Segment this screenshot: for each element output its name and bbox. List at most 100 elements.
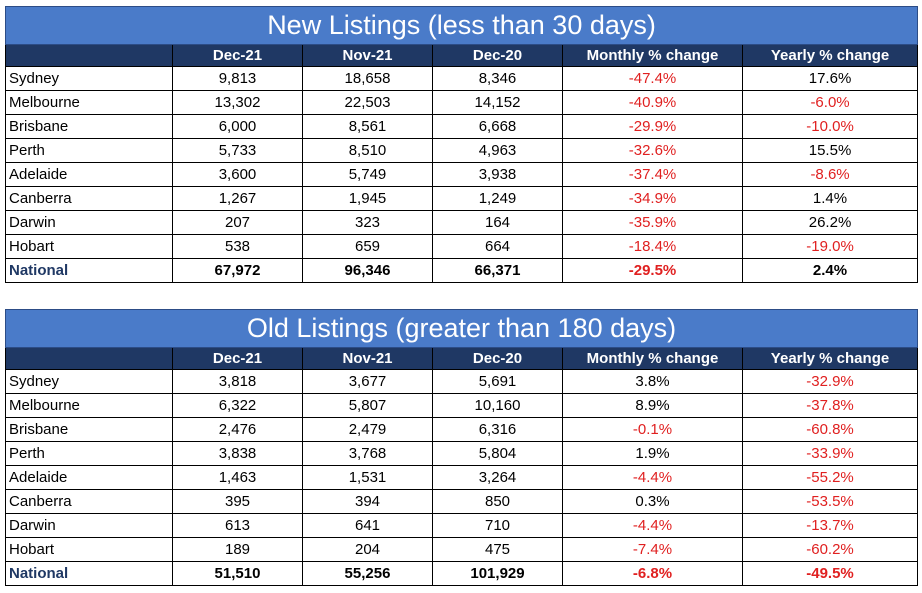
value-cell: -6.8%	[562, 561, 743, 586]
value-cell: 6,322	[172, 393, 303, 418]
city-name-cell: National	[5, 561, 173, 586]
value-cell: 395	[172, 489, 303, 514]
value-cell: 207	[172, 210, 303, 235]
value-cell: 0.3%	[562, 489, 743, 514]
value-cell: 55,256	[302, 561, 433, 586]
old-listings-table: Old Listings (greater than 180 days) Dec-…	[4, 309, 919, 586]
value-cell: 5,749	[302, 162, 433, 187]
value-cell: -60.8%	[741, 417, 919, 442]
column-header: Monthly % change	[562, 44, 743, 67]
value-cell: -4.4%	[562, 465, 743, 490]
value-cell: 10,160	[432, 393, 563, 418]
table-row: Brisbane 6,000 8,561 6,668 -29.9% -10.0%	[5, 114, 919, 139]
value-cell: 22,503	[302, 90, 433, 115]
value-cell: 3.8%	[562, 369, 743, 394]
value-cell: -49.5%	[741, 561, 919, 586]
table-row: Adelaide 1,463 1,531 3,264 -4.4% -55.2%	[5, 465, 919, 490]
value-cell: 51,510	[172, 561, 303, 586]
value-cell: 1,463	[172, 465, 303, 490]
value-cell: 850	[432, 489, 563, 514]
value-cell: -53.5%	[741, 489, 919, 514]
city-name-cell: Hobart	[5, 234, 173, 259]
value-cell: -32.6%	[562, 138, 743, 163]
value-cell: 6,316	[432, 417, 563, 442]
table-row: Perth 3,838 3,768 5,804 1.9% -33.9%	[5, 441, 919, 466]
value-cell: 8,346	[432, 66, 563, 91]
column-header: Yearly % change	[741, 347, 919, 370]
value-cell: 3,600	[172, 162, 303, 187]
table-row: Canberra 395 394 850 0.3% -53.5%	[5, 489, 919, 514]
value-cell: 18,658	[302, 66, 433, 91]
value-cell: -55.2%	[741, 465, 919, 490]
value-cell: 66,371	[432, 258, 563, 283]
table-row: Sydney 3,818 3,677 5,691 3.8% -32.9%	[5, 369, 919, 394]
table-row: Hobart 189 204 475 -7.4% -60.2%	[5, 537, 919, 562]
value-cell: -33.9%	[741, 441, 919, 466]
city-name-cell: Canberra	[5, 489, 173, 514]
value-cell: 15.5%	[741, 138, 919, 163]
value-cell: -6.0%	[741, 90, 919, 115]
national-total-row: National 51,510 55,256 101,929 -6.8% -49.5%	[5, 561, 919, 586]
value-cell: -19.0%	[741, 234, 919, 259]
value-cell: 3,264	[432, 465, 563, 490]
table-row: Adelaide 3,600 5,749 3,938 -37.4% -8.6%	[5, 162, 919, 187]
value-cell: 189	[172, 537, 303, 562]
column-header: Nov-21	[302, 44, 433, 67]
value-cell: 710	[432, 513, 563, 538]
column-header: Nov-21	[302, 347, 433, 370]
header-row: Dec-21 Nov-21 Dec-20 Monthly % change Yearly…	[5, 347, 919, 370]
city-name-cell: Adelaide	[5, 465, 173, 490]
value-cell: 26.2%	[741, 210, 919, 235]
value-cell: 8,510	[302, 138, 433, 163]
value-cell: 204	[302, 537, 433, 562]
value-cell: 5,733	[172, 138, 303, 163]
table-row: Darwin 613 641 710 -4.4% -13.7%	[5, 513, 919, 538]
value-cell: -60.2%	[741, 537, 919, 562]
value-cell: 8,561	[302, 114, 433, 139]
column-header: Dec-21	[172, 44, 303, 67]
value-cell: -32.9%	[741, 369, 919, 394]
value-cell: -37.8%	[741, 393, 919, 418]
table-row: Melbourne 6,322 5,807 10,160 8.9% -37.8%	[5, 393, 919, 418]
value-cell: -37.4%	[562, 162, 743, 187]
value-cell: -10.0%	[741, 114, 919, 139]
value-cell: 3,938	[432, 162, 563, 187]
column-header: Dec-21	[172, 347, 303, 370]
value-cell: 3,818	[172, 369, 303, 394]
table-row: Darwin 207 323 164 -35.9% 26.2%	[5, 210, 919, 235]
table-title: New Listings (less than 30 days)	[4, 6, 919, 45]
city-name-cell: Brisbane	[5, 114, 173, 139]
table-row: Melbourne 13,302 22,503 14,152 -40.9% -6.0%	[5, 90, 919, 115]
column-header	[5, 44, 173, 67]
value-cell: 4,963	[432, 138, 563, 163]
value-cell: 2,479	[302, 417, 433, 442]
table-title: Old Listings (greater than 180 days)	[4, 309, 919, 348]
value-cell: 3,677	[302, 369, 433, 394]
value-cell: -29.5%	[562, 258, 743, 283]
value-cell: 164	[432, 210, 563, 235]
value-cell: -8.6%	[741, 162, 919, 187]
column-header	[5, 347, 173, 370]
value-cell: -34.9%	[562, 186, 743, 211]
value-cell: 323	[302, 210, 433, 235]
value-cell: -29.9%	[562, 114, 743, 139]
table-row: Canberra 1,267 1,945 1,249 -34.9% 1.4%	[5, 186, 919, 211]
value-cell: 9,813	[172, 66, 303, 91]
city-name-cell: Darwin	[5, 513, 173, 538]
city-name-cell: Brisbane	[5, 417, 173, 442]
value-cell: 13,302	[172, 90, 303, 115]
column-header: Yearly % change	[741, 44, 919, 67]
value-cell: 1.9%	[562, 441, 743, 466]
new-listings-table: New Listings (less than 30 days) Dec-21 No…	[4, 6, 919, 283]
value-cell: 5,691	[432, 369, 563, 394]
national-total-row: National 67,972 96,346 66,371 -29.5% 2.4%	[5, 258, 919, 283]
city-name-cell: Darwin	[5, 210, 173, 235]
city-name-cell: National	[5, 258, 173, 283]
value-cell: 538	[172, 234, 303, 259]
value-cell: 96,346	[302, 258, 433, 283]
value-cell: 6,668	[432, 114, 563, 139]
value-cell: 3,838	[172, 441, 303, 466]
city-name-cell: Sydney	[5, 369, 173, 394]
value-cell: 641	[302, 513, 433, 538]
value-cell: 613	[172, 513, 303, 538]
